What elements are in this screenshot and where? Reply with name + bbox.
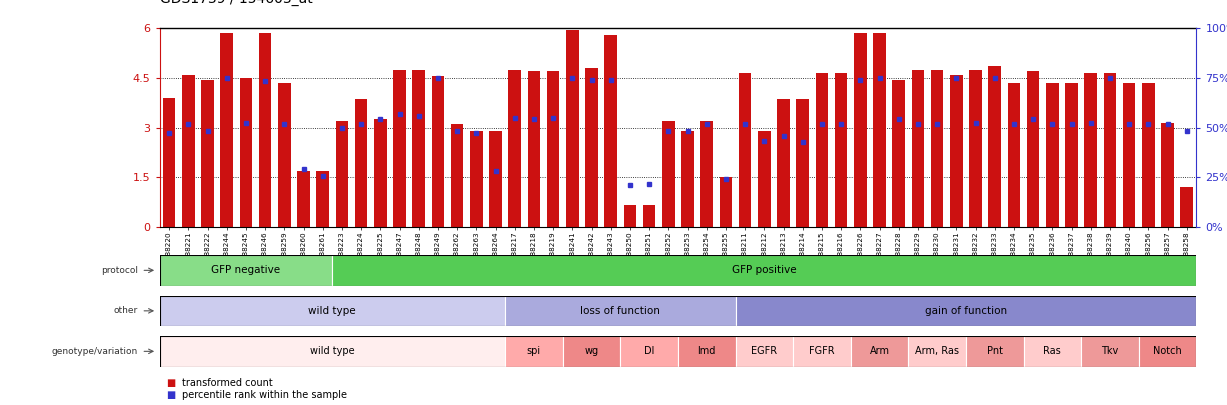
Text: protocol: protocol: [101, 266, 139, 275]
Bar: [221, 33, 233, 227]
Bar: [1007, 83, 1020, 227]
Bar: [163, 98, 175, 227]
Text: Arm, Ras: Arm, Ras: [915, 346, 960, 356]
Bar: [1027, 71, 1039, 227]
Bar: [201, 80, 213, 227]
Text: ■: ■: [166, 390, 175, 400]
Bar: [1081, 336, 1139, 367]
Bar: [506, 336, 563, 367]
Bar: [1161, 123, 1174, 227]
Text: loss of function: loss of function: [580, 306, 660, 316]
Text: gain of function: gain of function: [925, 306, 1007, 316]
Text: spi: spi: [526, 346, 541, 356]
Text: Arm: Arm: [870, 346, 890, 356]
Bar: [563, 336, 621, 367]
Bar: [394, 70, 406, 227]
Bar: [892, 80, 906, 227]
Text: percentile rank within the sample: percentile rank within the sample: [182, 390, 346, 400]
Bar: [1085, 73, 1097, 227]
Text: Dl: Dl: [644, 346, 654, 356]
Bar: [279, 83, 291, 227]
Bar: [677, 336, 735, 367]
Bar: [297, 171, 309, 227]
Bar: [160, 336, 506, 367]
Bar: [1180, 187, 1193, 227]
Bar: [506, 296, 735, 326]
Bar: [160, 296, 506, 326]
Bar: [758, 131, 771, 227]
Text: Pnt: Pnt: [987, 346, 1002, 356]
Text: EGFR: EGFR: [751, 346, 778, 356]
Bar: [989, 66, 1001, 227]
Bar: [739, 73, 751, 227]
Bar: [931, 70, 944, 227]
Bar: [182, 75, 195, 227]
Text: genotype/variation: genotype/variation: [52, 347, 139, 356]
Bar: [239, 78, 253, 227]
Text: wild type: wild type: [310, 346, 355, 356]
Text: GFP positive: GFP positive: [733, 265, 796, 275]
Bar: [1065, 83, 1077, 227]
Bar: [681, 131, 693, 227]
Bar: [585, 68, 598, 227]
Bar: [793, 336, 850, 367]
Bar: [735, 336, 793, 367]
Bar: [969, 70, 982, 227]
Bar: [966, 336, 1023, 367]
Bar: [850, 336, 908, 367]
Text: wg: wg: [584, 346, 599, 356]
Bar: [874, 33, 886, 227]
Bar: [508, 70, 521, 227]
Bar: [259, 33, 271, 227]
Bar: [1139, 336, 1196, 367]
Bar: [547, 71, 560, 227]
Bar: [317, 171, 329, 227]
Bar: [701, 121, 713, 227]
Bar: [816, 73, 828, 227]
Text: GFP negative: GFP negative: [211, 265, 281, 275]
Text: Notch: Notch: [1153, 346, 1182, 356]
Bar: [912, 70, 924, 227]
Bar: [566, 30, 579, 227]
Bar: [720, 177, 733, 227]
Bar: [355, 100, 367, 227]
Text: wild type: wild type: [308, 306, 356, 316]
Bar: [663, 121, 675, 227]
Text: other: other: [114, 306, 139, 315]
Text: GDS1739 / 154603_at: GDS1739 / 154603_at: [160, 0, 312, 6]
Bar: [621, 336, 677, 367]
Bar: [950, 75, 962, 227]
Text: Tkv: Tkv: [1102, 346, 1119, 356]
Text: transformed count: transformed count: [182, 378, 272, 388]
Bar: [470, 131, 482, 227]
Bar: [1142, 83, 1155, 227]
Bar: [333, 255, 1196, 286]
Bar: [777, 100, 790, 227]
Bar: [623, 205, 636, 227]
Bar: [1047, 83, 1059, 227]
Text: FGFR: FGFR: [809, 346, 834, 356]
Bar: [834, 73, 848, 227]
Bar: [643, 205, 655, 227]
Bar: [854, 33, 866, 227]
Bar: [1123, 83, 1135, 227]
Bar: [796, 100, 809, 227]
Bar: [450, 124, 464, 227]
Bar: [490, 131, 502, 227]
Bar: [336, 121, 348, 227]
Bar: [735, 296, 1196, 326]
Bar: [605, 35, 617, 227]
Text: Ras: Ras: [1043, 346, 1061, 356]
Bar: [1023, 336, 1081, 367]
Text: ■: ■: [166, 378, 175, 388]
Bar: [528, 71, 540, 227]
Bar: [160, 255, 333, 286]
Bar: [374, 119, 387, 227]
Bar: [412, 70, 425, 227]
Bar: [908, 336, 966, 367]
Text: lmd: lmd: [697, 346, 715, 356]
Bar: [432, 76, 444, 227]
Bar: [1103, 73, 1117, 227]
